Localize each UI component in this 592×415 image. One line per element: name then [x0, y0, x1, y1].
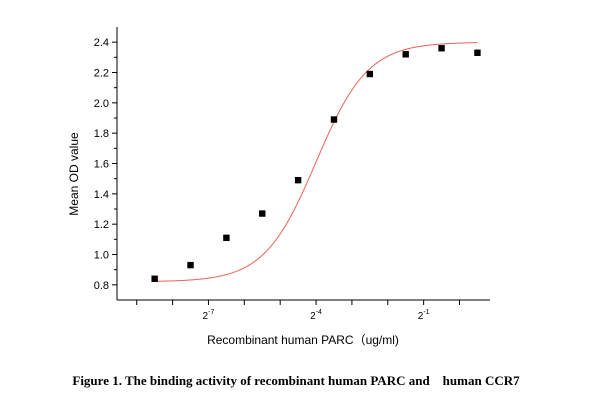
y-tick-label: 2.4 [94, 37, 109, 49]
data-points [151, 45, 481, 282]
data-point [366, 70, 374, 78]
x-axis-label: Recombinant human PARC（ug/ml) [207, 333, 399, 347]
data-point [151, 275, 158, 282]
data-point [330, 116, 338, 123]
data-point [259, 210, 266, 217]
x-tick-label: 2-7 [203, 309, 215, 322]
data-point [438, 45, 445, 52]
x-ticks: 2-7 2-4 2-1 [136, 300, 461, 322]
y-ticks: 0.8 1.0 1.2 1.4 1.6 1.8 2.0 2.2 2.4 [94, 37, 117, 292]
data-point [294, 176, 302, 184]
y-tick-label: 0.8 [94, 280, 109, 292]
y-tick-label: 1.4 [94, 189, 109, 201]
y-tick-label: 2.0 [94, 98, 109, 110]
x-tick-label: 2-4 [310, 309, 322, 322]
figure-caption: Figure 1. The binding activity of recomb… [72, 373, 520, 388]
y-tick-label: 2.2 [94, 68, 109, 80]
data-point [187, 261, 194, 269]
fit-curve [154, 42, 478, 282]
data-point [223, 234, 230, 242]
data-point [474, 49, 481, 56]
y-tick-label: 1.8 [94, 128, 109, 140]
y-tick-label: 1.0 [94, 250, 109, 262]
y-tick-label: 1.6 [94, 159, 109, 171]
y-axis-label: Mean OD value [67, 132, 81, 216]
y-tick-label: 1.2 [94, 219, 109, 231]
x-tick-label: 2-1 [418, 309, 430, 322]
axes [116, 27, 490, 301]
data-point [402, 51, 409, 58]
